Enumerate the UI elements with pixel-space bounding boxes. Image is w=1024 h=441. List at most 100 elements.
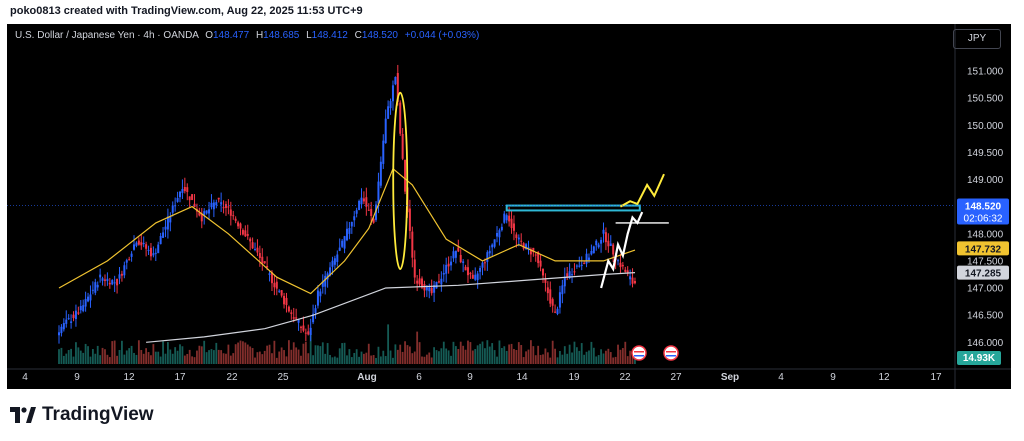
- candle-body: [258, 253, 261, 258]
- candle-body: [99, 274, 102, 278]
- volume-bar: [125, 350, 128, 364]
- us-event-icon: [631, 345, 647, 361]
- candle-body: [416, 280, 419, 284]
- volume-bar: [416, 331, 419, 364]
- volume-bar: [496, 356, 498, 364]
- brand-name: TradingView: [42, 404, 154, 425]
- candle-body: [440, 278, 443, 285]
- volume-bar: [568, 344, 571, 364]
- candle-body: [387, 106, 390, 119]
- candle-body: [254, 248, 257, 250]
- volume-bar: [159, 356, 162, 364]
- candle-body: [573, 271, 576, 273]
- volume-bar: [452, 341, 455, 364]
- volume-bar: [433, 347, 435, 364]
- candle-body: [241, 229, 244, 235]
- volume-bar: [379, 356, 382, 364]
- candle-body: [82, 305, 85, 312]
- y-tick-label: 150.500: [967, 94, 1004, 105]
- x-tick-label: 27: [670, 372, 682, 383]
- y-tick-label: 149.500: [967, 148, 1004, 159]
- candle-body: [496, 232, 499, 237]
- candle-body: [113, 282, 116, 284]
- candle-body: [542, 268, 544, 276]
- chart-panel[interactable]: 151.000 150.500 150.000 149.500 149.000 148.5…: [7, 24, 1011, 389]
- candle-body: [525, 244, 528, 249]
- volume-bar: [573, 341, 576, 364]
- close-label: C: [354, 30, 362, 41]
- volume-bar: [413, 351, 416, 364]
- candle-body: [125, 260, 128, 263]
- candle-body: [571, 274, 574, 276]
- volume-bar: [198, 345, 201, 364]
- candle-body: [621, 264, 624, 267]
- candle-body: [447, 263, 450, 267]
- volume-bar: [312, 355, 314, 364]
- volume-bar: [183, 355, 186, 364]
- candle-body: [210, 202, 213, 208]
- volume-bar: [106, 354, 109, 364]
- candle-body: [558, 292, 561, 308]
- candle-body: [270, 272, 273, 284]
- candle-body: [123, 265, 126, 276]
- volume-bar: [210, 349, 213, 364]
- volume-bar: [300, 355, 302, 364]
- volume-bar: [96, 345, 99, 364]
- volume-bar: [617, 344, 619, 364]
- candle-body: [360, 197, 363, 205]
- volume-bar: [87, 346, 89, 364]
- volume-bar: [324, 353, 327, 364]
- volume-bar: [79, 350, 82, 364]
- volume-bar: [326, 343, 329, 364]
- volume-bar: [307, 353, 310, 364]
- candle-body: [239, 223, 242, 229]
- candle-body: [365, 197, 368, 207]
- candle-body: [411, 231, 414, 258]
- candle-body: [537, 252, 540, 264]
- candle-body: [246, 234, 249, 236]
- volume-bar: [556, 357, 559, 364]
- tradingview-logo[interactable]: TradingView: [10, 404, 154, 426]
- volume-bar: [229, 355, 232, 364]
- candle-body: [285, 297, 288, 306]
- yellow-projection-path: [619, 173, 665, 208]
- candle-body: [224, 204, 227, 208]
- volume-bar: [530, 340, 532, 364]
- highlight-ellipse: [392, 91, 409, 270]
- volume-bar: [268, 344, 271, 364]
- volume-bar: [522, 357, 525, 364]
- volume-bar: [217, 349, 220, 364]
- candle-body: [384, 118, 387, 143]
- candle-body: [120, 273, 123, 276]
- candle-body: [261, 256, 264, 264]
- volume-bar: [370, 355, 373, 364]
- volume-bar: [137, 340, 140, 364]
- candle-body: [629, 276, 632, 280]
- candle-body: [389, 101, 392, 109]
- volume-bar: [517, 342, 520, 364]
- candle-body: [159, 236, 162, 245]
- candle-body: [353, 216, 356, 221]
- x-tick-label: 12: [878, 372, 890, 383]
- candle-body: [60, 326, 63, 334]
- candle-body: [145, 244, 148, 249]
- volume-bar: [389, 350, 392, 364]
- candle-body: [249, 238, 252, 242]
- volume-bar: [585, 351, 588, 364]
- candle-body: [607, 240, 610, 247]
- candle-body: [329, 267, 332, 276]
- candle-body: [164, 226, 167, 230]
- volume-bar: [212, 350, 215, 364]
- currency-button[interactable]: JPY: [953, 29, 1001, 49]
- volume-bar: [457, 349, 460, 364]
- candle-body: [149, 247, 152, 257]
- volume-bar: [203, 340, 206, 364]
- candle-body: [362, 198, 365, 202]
- candle-body: [491, 244, 494, 248]
- candle-body: [345, 228, 348, 241]
- creator-credit: poko0813 created with TradingView.com, A…: [10, 5, 363, 17]
- us-event-icon-stripe: [666, 351, 676, 353]
- volume-bar: [176, 350, 179, 364]
- chart-canvas[interactable]: 151.000 150.500 150.000 149.500 149.000 148.5…: [7, 24, 1011, 389]
- candle-body: [578, 265, 581, 267]
